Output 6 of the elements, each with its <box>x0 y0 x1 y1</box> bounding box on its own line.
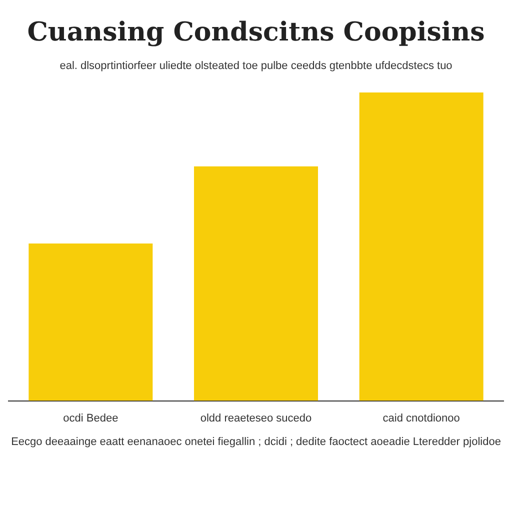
chart-subtitle: eal. dlsoprtintiorfeer uliedte olsteated toe pulbe ceedds gtenbbte ufdecdstecs tuo <box>60 60 452 72</box>
x-tick-label: oldd reaeteseo sucedo <box>200 412 312 424</box>
chart-title: Cuansing Condscitns Coopisins <box>27 17 485 48</box>
x-tick-label: caid cnotdionoo <box>382 412 460 424</box>
x-tick-label: ocdi Bedee <box>63 412 118 424</box>
text: Eecgo deeaainge eaatt eenanaoec onetei fiegallin ; dcidi ; dedite faoctect aoeadie Lteredder pjolidoe <box>10 436 502 448</box>
